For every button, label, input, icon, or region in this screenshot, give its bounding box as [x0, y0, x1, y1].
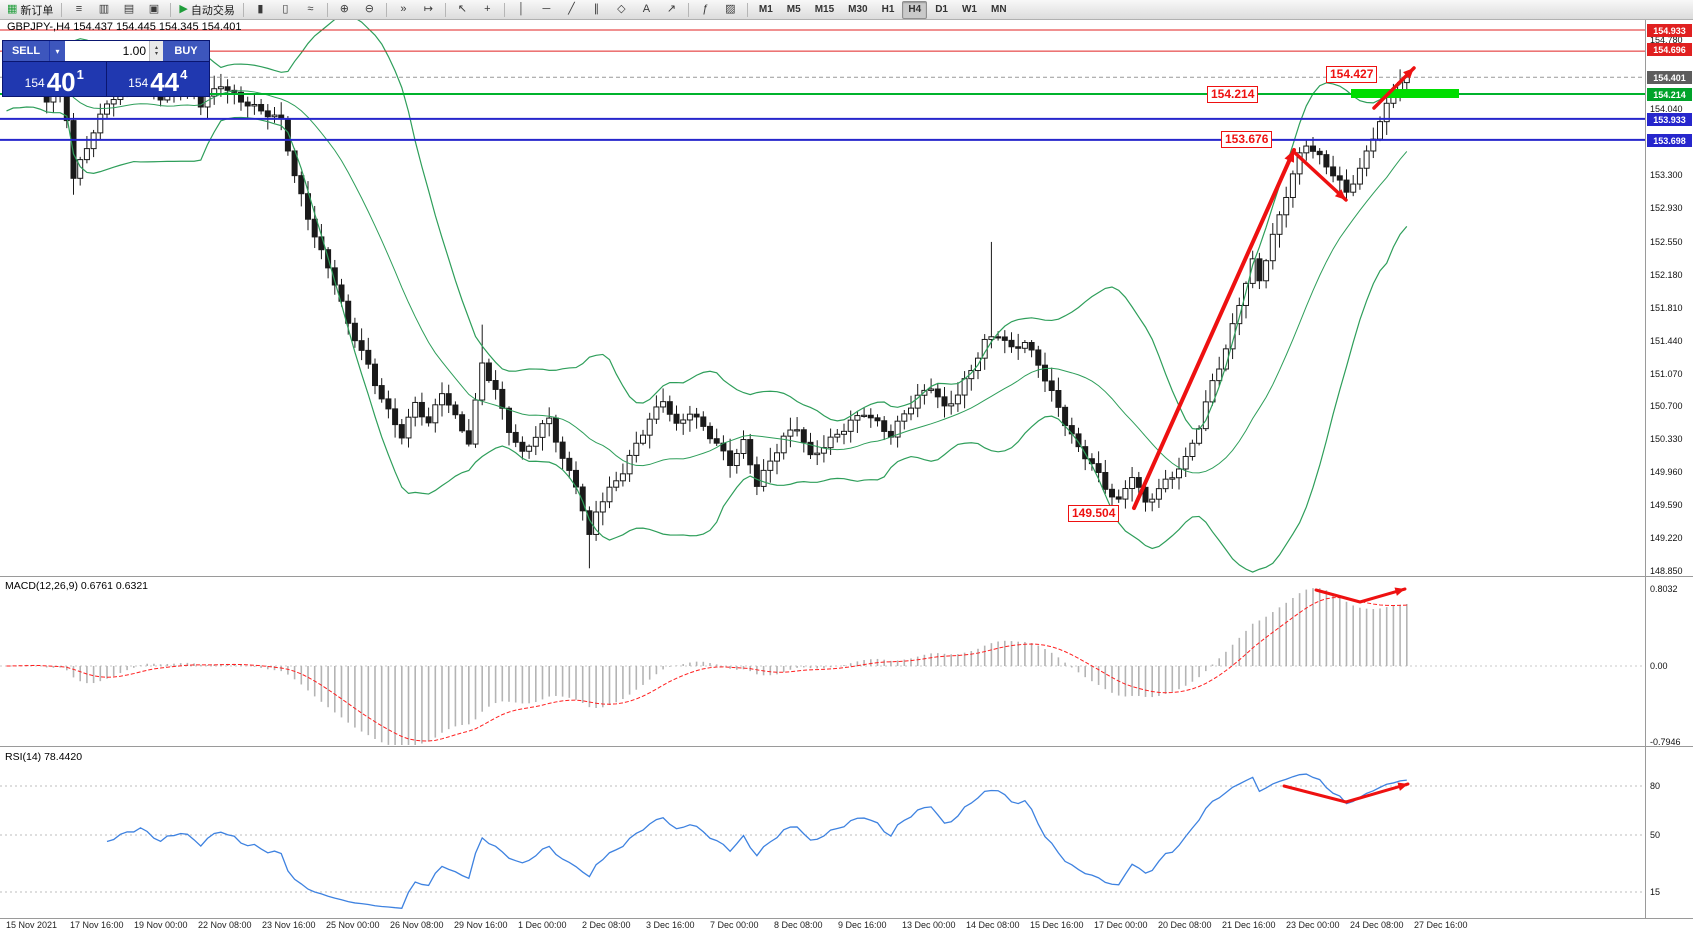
line-chart-button[interactable]: ≈ — [299, 1, 322, 19]
crosshair-button[interactable]: + — [476, 1, 499, 19]
volume-dropdown-icon[interactable]: ▾ — [49, 41, 65, 61]
trendline-button[interactable]: ╱ — [560, 1, 583, 19]
toolbar-divider — [385, 2, 387, 17]
trend-arrow-pullback — [1292, 150, 1348, 202]
timeframe-m1-button[interactable]: M1 — [758, 4, 773, 15]
autotrading-button[interactable]: ▶ 自动交易 — [176, 1, 237, 19]
terminal-icon: ▣ — [148, 3, 160, 15]
symbol-ohlc-header: GBPJPY-,H4 154.437 154.445 154.345 154.4… — [7, 21, 242, 33]
channel-icon: ∥ — [593, 3, 600, 15]
sell-price-figure: 154 — [24, 76, 45, 90]
macd-indicator-label: MACD(12,26,9) 0.6761 0.6321 — [5, 580, 149, 592]
crosshair-icon: + — [484, 3, 491, 15]
chart-shift-button[interactable]: ↦ — [417, 1, 440, 19]
navigator-button[interactable]: ▤ — [117, 1, 140, 19]
one-click-trading-panel: SELL ▾ 1.00 ▴ ▾ BUY 154 40 1 154 44 4 — [2, 40, 210, 97]
toolbar-buttons: ▦ 新订单 ≡ ▥ ▤ ▣ ▶ 自动交易 ▮ ▯ ≈ ⊕ ⊖ » ↦ ↖ + │ ─ ╱ ∥ ◇ A ↗ ƒ ▨ — [3, 1, 743, 19]
cursor-button[interactable]: ↖ — [451, 1, 474, 19]
volume-stepper[interactable]: ▴ ▾ — [149, 41, 163, 61]
auto-scroll-button[interactable]: » — [392, 1, 415, 19]
terminal-button[interactable]: ▣ — [142, 1, 165, 19]
shapes-icon: ◇ — [617, 3, 626, 15]
data-window-icon: ▥ — [98, 3, 110, 15]
horizontal-line-icon: ─ — [542, 3, 551, 15]
toolbar-divider — [444, 2, 446, 17]
arrows-icon: ↗ — [666, 3, 676, 15]
autotrading-label: 自动交易 — [190, 4, 235, 17]
trend-arrow-main — [1132, 148, 1296, 510]
sell-button[interactable]: SELL — [3, 41, 49, 61]
sell-price-point: 1 — [76, 67, 84, 82]
buy-price-figure: 154 — [128, 76, 149, 90]
zoom-out-button[interactable]: ⊖ — [358, 1, 381, 19]
market-watch-button[interactable]: ≡ — [67, 1, 90, 19]
timeframe-m15-button[interactable]: M15 — [814, 4, 835, 15]
channel-button[interactable]: ∥ — [585, 1, 608, 19]
macd-arrow — [1314, 587, 1407, 604]
rsi-arrow — [1282, 782, 1410, 804]
toolbar-divider — [242, 2, 244, 17]
auto-scroll-icon: » — [400, 3, 407, 15]
templates-icon: ▨ — [725, 3, 736, 15]
toolbar-divider — [503, 2, 505, 17]
vertical-line-button[interactable]: │ — [510, 1, 533, 19]
indicators-button[interactable]: ƒ — [694, 1, 717, 19]
timeframe-h4-button[interactable]: H4 — [902, 0, 928, 19]
timeframe-m30-button[interactable]: M30 — [848, 4, 868, 15]
sell-price-quote[interactable]: 154 40 1 — [3, 62, 107, 96]
toolbar-divider — [326, 2, 328, 17]
timeframe-d1-button[interactable]: D1 — [935, 4, 948, 15]
market-watch-icon: ≡ — [75, 3, 83, 15]
vertical-line-icon: │ — [517, 3, 525, 15]
shapes-button[interactable]: ◇ — [610, 1, 633, 19]
new-order-button[interactable]: ▦ 新订单 — [4, 1, 56, 19]
buy-button[interactable]: BUY — [163, 41, 209, 61]
volume-input[interactable]: 1.00 — [65, 41, 149, 61]
rsi-indicator-label: RSI(14) 78.4420 — [5, 751, 83, 763]
templates-button[interactable]: ▨ — [719, 1, 742, 19]
toolbar: ▦ 新订单 ≡ ▥ ▤ ▣ ▶ 自动交易 ▮ ▯ ≈ ⊕ ⊖» ↦ ↖ + │ ─ ╱ ∥ ◇ A ↗ ƒ ▨ M1 M5 M15 M… — [0, 0, 1693, 20]
autotrading-icon: ▶ — [179, 3, 188, 15]
data-window-button[interactable]: ▥ — [92, 1, 115, 19]
new-order-label: 新订单 — [20, 4, 54, 17]
timeframe-m5-button[interactable]: M5 — [786, 4, 801, 15]
trendline-icon: ╱ — [568, 3, 575, 15]
candlestick-chart-button[interactable]: ▯ — [274, 1, 297, 19]
navigator-icon: ▤ — [123, 3, 135, 15]
toolbar-divider — [61, 2, 63, 17]
timeframe-h1-button[interactable]: H1 — [881, 4, 895, 15]
text-button[interactable]: A — [635, 1, 658, 19]
buy-price-pips: 44 — [150, 67, 180, 97]
chart-shift-icon: ↦ — [423, 3, 433, 15]
trend-arrow-breakout — [1372, 66, 1416, 110]
timeframe-w1-button[interactable]: W1 — [961, 4, 977, 15]
zoom-in-button[interactable]: ⊕ — [333, 1, 356, 19]
stepper-up-icon[interactable]: ▴ — [154, 45, 158, 51]
buy-price-quote[interactable]: 154 44 4 — [107, 62, 210, 96]
zoom-out-icon: ⊖ — [364, 3, 374, 15]
arrows-button[interactable]: ↗ — [660, 1, 683, 19]
toolbar-divider — [170, 2, 172, 17]
sell-price-pips: 40 — [46, 67, 76, 97]
bar-chart-icon: ▮ — [257, 3, 264, 15]
stepper-down-icon[interactable]: ▾ — [154, 51, 158, 57]
line-chart-icon: ≈ — [307, 3, 314, 15]
buy-price-point: 4 — [180, 67, 188, 82]
new-order-icon: ▦ — [7, 3, 18, 15]
text-icon: A — [642, 3, 651, 15]
timeframe-mn-button[interactable]: MN — [990, 4, 1007, 15]
toolbar-divider — [746, 2, 748, 17]
timeframe-buttons: M1 M5 M15 M30 H1 H4 D1 W1 MN — [752, 0, 1014, 19]
cursor-icon: ↖ — [457, 3, 467, 15]
candlestick-chart-icon: ▯ — [282, 3, 289, 15]
indicators-icon: ƒ — [702, 3, 709, 15]
horizontal-line-button[interactable]: ─ — [535, 1, 558, 19]
toolbar-divider — [687, 2, 689, 17]
bar-chart-button[interactable]: ▮ — [249, 1, 272, 19]
zoom-in-icon: ⊕ — [339, 3, 349, 15]
